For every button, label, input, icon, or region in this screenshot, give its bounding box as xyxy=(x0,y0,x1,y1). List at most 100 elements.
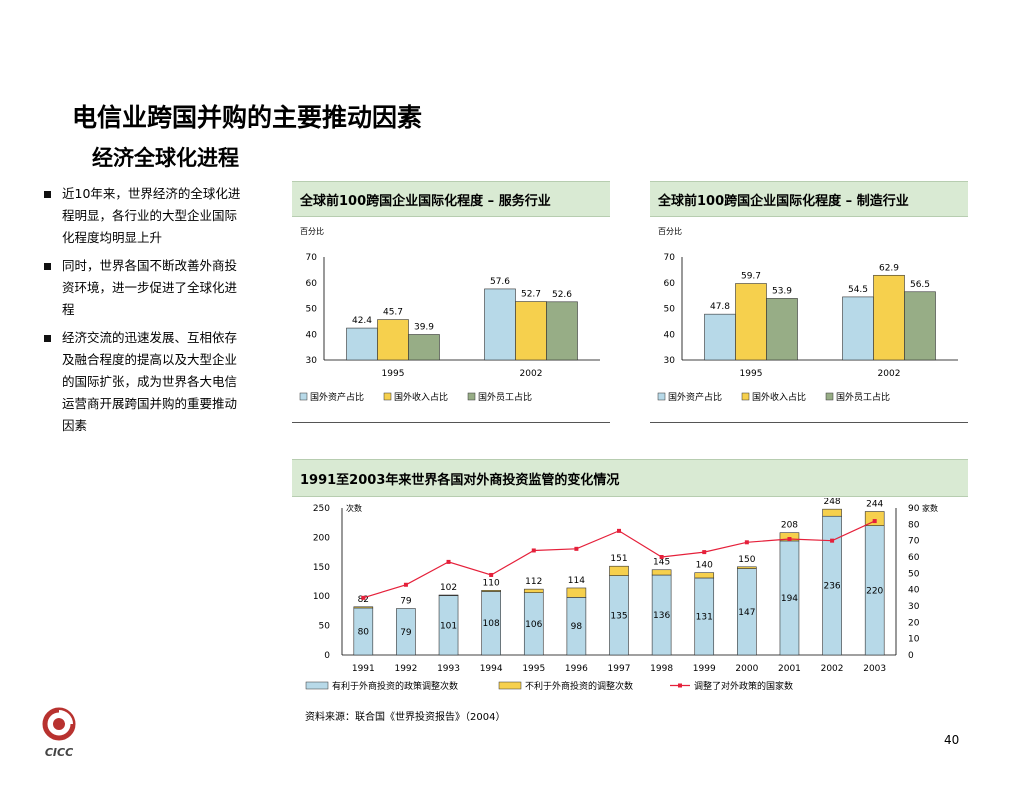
legend-swatch xyxy=(657,392,666,401)
bar xyxy=(766,298,798,361)
y-tick-label: 150 xyxy=(313,563,330,573)
data-label: 79 xyxy=(400,628,412,638)
legend-label: 国外收入占比 xyxy=(752,391,806,403)
x-tick-label: 2002 xyxy=(520,369,543,379)
data-label: 98 xyxy=(571,622,583,632)
total-label: 244 xyxy=(866,500,883,510)
line-point xyxy=(361,595,366,600)
y-tick-label: 60 xyxy=(306,279,318,289)
page-title: 电信业跨国并购的主要推动因素 xyxy=(72,103,423,132)
line-point xyxy=(489,572,494,577)
total-label: 110 xyxy=(483,578,500,588)
data-label: 39.9 xyxy=(414,323,434,333)
page-subtitle: 经济全球化进程 xyxy=(92,145,239,170)
y-unit-label: 百分比 xyxy=(658,226,682,236)
total-label: 79 xyxy=(400,597,412,607)
bullet-list: 近10年来，世界经济的全球化进程明显，各行业的大型企业国际化程度均明显上升 同时… xyxy=(44,183,244,443)
data-label: 45.7 xyxy=(383,308,403,318)
bullet-text: 经济交流的迅速发展、互相依存及融合程度的提高以及大型企业的国际扩张，成为世界各大… xyxy=(62,330,238,433)
y2-tick-label: 20 xyxy=(908,618,920,628)
bar xyxy=(346,327,378,361)
bullet-item: 近10年来，世界经济的全球化进程明显，各行业的大型企业国际化程度均明显上升 xyxy=(44,183,244,249)
data-label: 52.6 xyxy=(552,290,572,300)
bar-unfavourable xyxy=(737,566,757,569)
x-tick-label: 2001 xyxy=(778,664,801,674)
total-label: 140 xyxy=(696,561,713,571)
y2-tick-label: 50 xyxy=(908,569,920,579)
y2-tick-label: 40 xyxy=(908,586,920,596)
chart-services: 百分比 30 40 50 60 70 42.4 45.7 39.9 1995 57.6 52.7 52.… xyxy=(299,226,600,403)
bar xyxy=(873,274,905,361)
bar xyxy=(904,291,936,361)
total-label: 114 xyxy=(568,576,585,586)
x-tick-label: 2000 xyxy=(735,664,758,674)
x-tick-label: 1995 xyxy=(740,369,763,379)
legend-label: 国外员工占比 xyxy=(836,391,890,403)
y2-tick-label: 10 xyxy=(908,635,920,645)
bar-unfavourable xyxy=(609,565,629,576)
y-tick-label: 250 xyxy=(313,504,330,514)
total-label: 150 xyxy=(738,555,755,565)
bullet-square-icon xyxy=(44,191,51,198)
y2-tick-label: 30 xyxy=(908,602,920,612)
line-point xyxy=(531,548,536,553)
total-label: 248 xyxy=(823,498,840,507)
chart-title-services: 全球前100跨国企业国际化程度 – 服务行业 xyxy=(292,181,610,217)
data-label: 52.7 xyxy=(521,290,541,300)
bar xyxy=(546,301,578,361)
bar-favourable xyxy=(396,608,416,656)
data-label: 194 xyxy=(781,594,798,604)
bullet-item: 同时，世界各国不断改善外商投资环境，进一步促进了全球化进程 xyxy=(44,255,244,321)
bar-unfavourable xyxy=(481,590,501,592)
legend-swatch xyxy=(498,681,522,690)
y-tick-label: 50 xyxy=(306,305,318,315)
x-tick-label: 1995 xyxy=(522,664,545,674)
x-tick-label: 1992 xyxy=(394,664,417,674)
line-point xyxy=(617,528,621,533)
line-point xyxy=(872,519,877,524)
total-label: 151 xyxy=(610,554,627,564)
data-label: 62.9 xyxy=(879,263,899,273)
bullet-square-icon xyxy=(44,335,51,342)
legend-marker xyxy=(678,683,682,688)
y-tick-label: 30 xyxy=(664,356,676,366)
data-label: 147 xyxy=(738,608,755,618)
divider xyxy=(292,422,610,423)
legend-swatch xyxy=(383,392,392,401)
total-label: 112 xyxy=(525,577,542,587)
legend-swatch xyxy=(825,392,834,401)
y2-tick-label: 70 xyxy=(908,537,920,547)
data-label: 131 xyxy=(696,612,713,622)
x-tick-label: 2002 xyxy=(878,369,901,379)
bar xyxy=(377,319,409,361)
y-tick-label: 30 xyxy=(306,356,318,366)
bar xyxy=(515,301,547,361)
total-label: 102 xyxy=(440,583,457,593)
bar-unfavourable xyxy=(353,606,374,609)
x-tick-label: 1994 xyxy=(480,664,503,674)
data-label: 47.8 xyxy=(710,302,730,312)
data-label: 59.7 xyxy=(741,272,761,282)
data-label: 136 xyxy=(653,611,670,621)
bar-unfavourable xyxy=(864,511,885,526)
data-label: 106 xyxy=(525,620,542,630)
y-tick-label: 70 xyxy=(306,253,318,263)
total-label: 208 xyxy=(781,521,798,531)
bar xyxy=(484,288,516,361)
y-tick-label: 50 xyxy=(319,622,331,632)
y-tick-label: 40 xyxy=(664,330,676,340)
y2-axis-label: 家数 xyxy=(922,503,938,513)
y-tick-label: 200 xyxy=(313,533,330,543)
data-label: 101 xyxy=(440,621,457,631)
bar-unfavourable xyxy=(438,594,459,596)
chart-manufacturing: 百分比 30 40 50 60 70 47.8 59.7 53.9 1995 54.5 62.9 56.… xyxy=(657,226,958,403)
x-tick-label: 2002 xyxy=(821,664,844,674)
line-point xyxy=(659,555,664,559)
bar xyxy=(704,313,736,361)
data-label: 135 xyxy=(610,611,627,621)
bar-unfavourable xyxy=(651,569,672,576)
x-tick-label: 1996 xyxy=(565,664,588,674)
line-point xyxy=(830,538,835,543)
chart-title-manufacturing: 全球前100跨国企业国际化程度 – 制造行业 xyxy=(650,181,968,217)
